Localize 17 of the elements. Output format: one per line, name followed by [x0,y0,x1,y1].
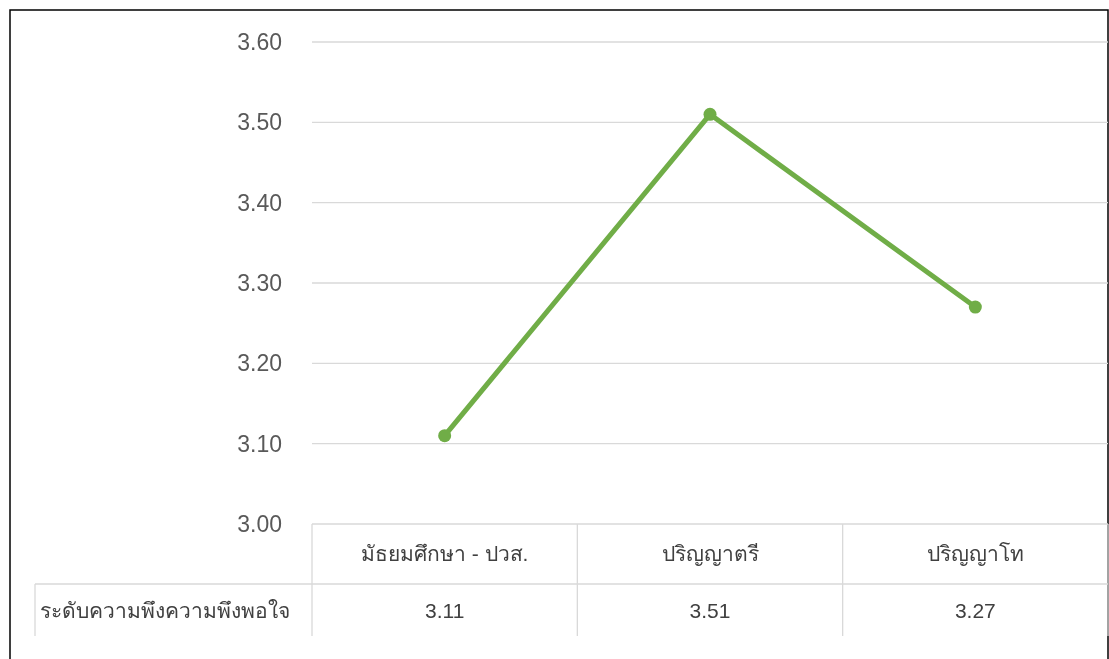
x-tick-label: ปริญญาโท [926,542,1024,566]
y-tick-label: 3.30 [237,270,282,296]
data-label: 3.27 [954,599,996,622]
x-tick-label: ปริญญาตรี [661,542,759,566]
point [703,107,717,121]
y-tick-label: 3.50 [237,109,282,136]
y-tick-label: 3.10 [237,430,282,457]
text: ระดับความพึงความพึงพอใจ [40,599,290,622]
x-tick-label: มัธยมศึกษา - ปวส. [360,542,529,565]
data-label: 3.51 [689,599,731,622]
data-label: 3.11 [425,599,465,622]
y-tick-label: 3.20 [237,350,282,377]
point [438,429,452,443]
y-tick-label: 3.00 [237,511,282,537]
point [968,300,982,314]
y-tick-label: 3.40 [237,189,282,216]
y-tick-label: 3.60 [237,29,282,55]
